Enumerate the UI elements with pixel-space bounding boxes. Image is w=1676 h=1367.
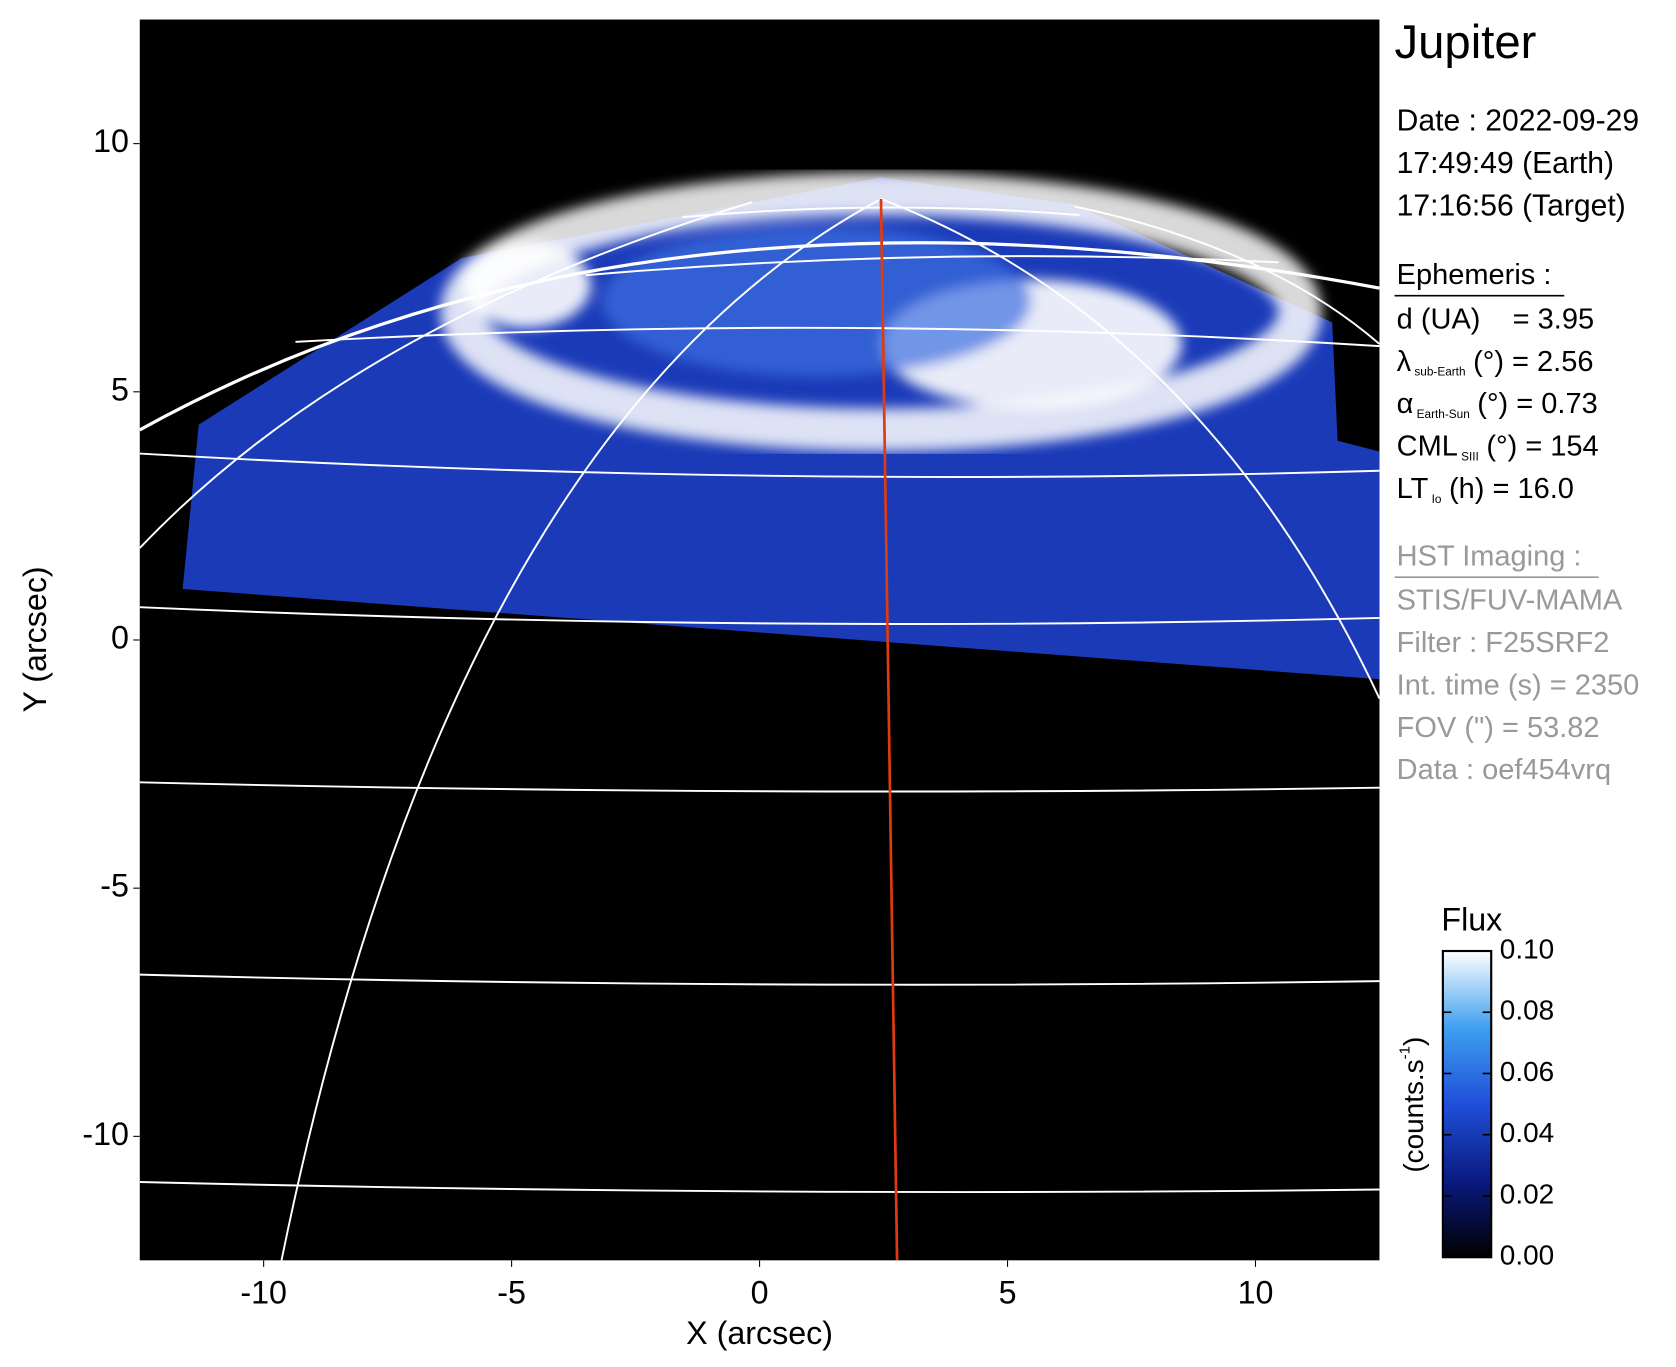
value-text: (°) = 2.56 — [1473, 345, 1593, 377]
ephemeris-line: LT Io (h) = 16.0 — [1397, 473, 1574, 506]
y-tick-label: 5 — [111, 371, 129, 407]
colorbar-tick-label: 0.04 — [1500, 1117, 1554, 1148]
colorbar — [1441, 949, 1493, 1259]
x-tick-label: 5 — [999, 1274, 1017, 1310]
symbol: CML — [1397, 430, 1458, 462]
x-tick-label: -10 — [240, 1274, 287, 1310]
superscript: -1 — [1396, 1046, 1413, 1059]
label-text: ) — [1398, 1037, 1429, 1046]
ephemeris-line: α Earth-Sun (°) = 0.73 — [1397, 388, 1598, 421]
colorbar-tick-label: 0.10 — [1500, 933, 1554, 964]
x-tick-label: 10 — [1238, 1274, 1274, 1310]
subscript: sub-Earth — [1414, 365, 1465, 379]
colorbar-tick-label: 0.08 — [1500, 995, 1554, 1026]
symbol: λ — [1397, 345, 1412, 377]
date-line: 17:16:56 (Target) — [1397, 190, 1626, 223]
colorbar-tick-label: 0.00 — [1500, 1240, 1554, 1271]
value-text: d (UA) = 3.95 — [1397, 303, 1594, 335]
instrument-line: Filter : F25SRF2 — [1397, 627, 1610, 659]
symbol: LT — [1397, 473, 1429, 505]
label-text: (counts.s — [1398, 1059, 1429, 1172]
instrument-line: FOV (") = 53.82 — [1397, 712, 1600, 744]
ephemeris-line: d (UA) = 3.95 — [1397, 303, 1594, 335]
y-tick-label: 10 — [93, 123, 129, 159]
ephemeris-title: Ephemeris : — [1397, 259, 1552, 291]
y-axis-label: Y (arcsec) — [17, 566, 53, 712]
colorbar-title: Flux — [1441, 902, 1502, 938]
colorbar-label: (counts.s-1) — [1396, 1037, 1429, 1173]
colorbar-tick-label: 0.02 — [1500, 1178, 1554, 1209]
y-tick-label: 0 — [111, 620, 129, 656]
subscript: SIII — [1461, 449, 1479, 463]
date-line: 17:49:49 (Earth) — [1397, 147, 1614, 180]
colorbar-tick-label: 0.06 — [1500, 1056, 1554, 1087]
symbol: α — [1397, 388, 1414, 420]
x-tick-label: 0 — [751, 1274, 769, 1310]
x-axis-label: X (arcsec) — [686, 1315, 833, 1351]
chart-title: Jupiter — [1395, 16, 1537, 69]
value-text: (°) = 154 — [1486, 430, 1598, 462]
x-tick-label: -5 — [497, 1274, 526, 1310]
instrument-line: STIS/FUV-MAMA — [1397, 585, 1623, 617]
subscript: Earth-Sun — [1417, 407, 1470, 421]
instrument-line: Int. time (s) = 2350 — [1397, 669, 1640, 701]
value-text: (h) = 16.0 — [1449, 473, 1574, 505]
date-line: Date : 2022-09-29 — [1397, 105, 1639, 138]
value-text: (°) = 0.73 — [1477, 388, 1597, 420]
instrument-line: Data : oef454vrq — [1397, 754, 1611, 786]
instrument-title: HST Imaging : — [1397, 540, 1582, 572]
y-tick-label: -10 — [82, 1116, 129, 1152]
image — [139, 19, 1380, 1261]
ephemeris-line: λ sub-Earth (°) = 2.56 — [1397, 345, 1594, 378]
y-tick-label: -5 — [100, 868, 129, 904]
ephemeris-line: CML SIII (°) = 154 — [1397, 430, 1599, 463]
subscript: Io — [1432, 492, 1442, 506]
